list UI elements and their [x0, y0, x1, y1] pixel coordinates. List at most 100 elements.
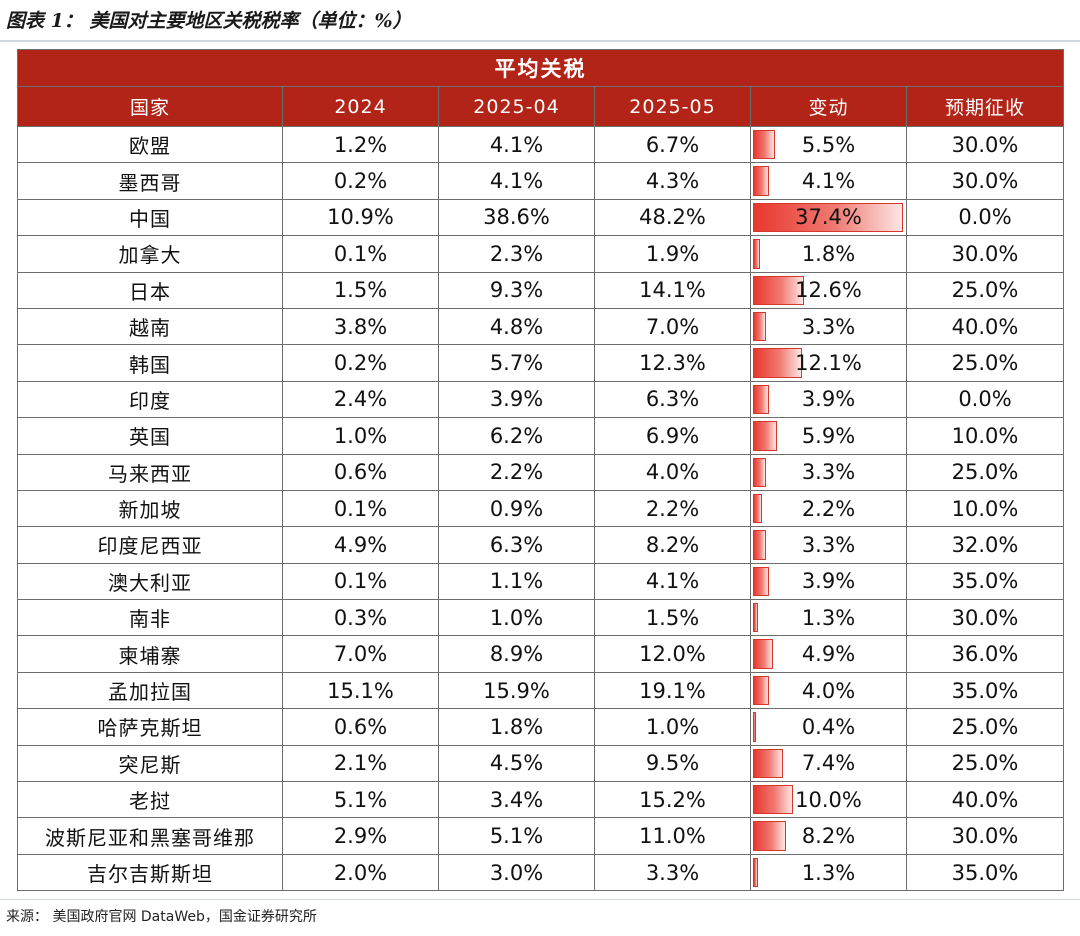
change-bar: [753, 493, 762, 524]
change-value: 3.9%: [801, 569, 856, 594]
change-bar: [753, 857, 759, 888]
country-cell: 墨西哥: [17, 162, 283, 200]
change-bar: [753, 675, 770, 706]
change-value: 4.0%: [801, 678, 856, 703]
change-bar: [753, 457, 767, 487]
expected-cell: 32.0%: [906, 526, 1064, 564]
value-2025-04-cell: 2.2%: [438, 453, 595, 491]
value-2025-05-cell: 1.0%: [594, 708, 751, 746]
caption-divider: [0, 40, 1080, 42]
table-row: 越南 3.8% 4.8% 7.0% 3.3% 40.0%: [17, 307, 1064, 346]
value-2025-05-cell: 19.1%: [594, 671, 751, 710]
change-cell: 4.1%: [750, 162, 907, 200]
expected-cell: 30.0%: [906, 817, 1064, 855]
expected-cell: 35.0%: [906, 562, 1064, 601]
expected-cell: 30.0%: [906, 125, 1064, 164]
country-cell: 英国: [17, 417, 283, 455]
change-bar: [753, 239, 761, 269]
expected-cell: 10.0%: [906, 489, 1064, 528]
value-2025-05-cell: 11.0%: [594, 817, 751, 855]
value-2025-04-cell: 38.6%: [438, 198, 595, 237]
change-cell: 5.9%: [750, 417, 907, 455]
table-row: 欧盟 1.2% 4.1% 6.7% 5.5% 30.0%: [17, 125, 1064, 164]
value-2024-cell: 1.5%: [282, 271, 439, 309]
value-2025-05-cell: 1.5%: [594, 599, 751, 637]
value-2025-04-cell: 1.8%: [438, 708, 595, 746]
value-2025-05-cell: 7.0%: [594, 307, 751, 346]
change-value: 7.4%: [801, 751, 856, 776]
expected-cell: 30.0%: [906, 162, 1064, 200]
change-cell: 3.9%: [750, 380, 907, 419]
change-cell: 5.5%: [750, 125, 907, 164]
change-value: 4.1%: [801, 169, 856, 194]
value-2024-cell: 0.1%: [282, 489, 439, 528]
change-bar: [753, 785, 794, 815]
value-2024-cell: 2.9%: [282, 817, 439, 855]
value-2025-04-cell: 2.3%: [438, 235, 595, 273]
value-2024-cell: 7.0%: [282, 635, 439, 673]
change-value: 12.1%: [795, 351, 862, 376]
value-2025-05-cell: 4.3%: [594, 162, 751, 200]
change-bar: [753, 275, 804, 305]
value-2024-cell: 0.1%: [282, 235, 439, 273]
country-cell: 澳大利亚: [17, 562, 283, 601]
change-bar: [753, 311, 767, 342]
country-cell: 加拿大: [17, 235, 283, 273]
value-2024-cell: 2.4%: [282, 380, 439, 419]
value-2024-cell: 3.8%: [282, 307, 439, 346]
country-cell: 中国: [17, 198, 283, 237]
change-value: 1.3%: [801, 860, 856, 885]
value-2024-cell: 10.9%: [282, 198, 439, 237]
table-row: 印度尼西亚 4.9% 6.3% 8.2% 3.3% 32.0%: [17, 526, 1064, 564]
value-2024-cell: 2.0%: [282, 853, 439, 892]
change-bar: [753, 348, 802, 378]
value-2025-04-cell: 3.4%: [438, 781, 595, 819]
change-value: 3.9%: [801, 387, 856, 412]
change-value: 8.2%: [801, 824, 856, 849]
value-2025-05-cell: 12.3%: [594, 344, 751, 382]
value-2025-04-cell: 4.5%: [438, 744, 595, 783]
change-value: 3.3%: [801, 532, 856, 557]
change-cell: 1.3%: [750, 853, 907, 892]
value-2024-cell: 0.6%: [282, 453, 439, 491]
value-2025-05-cell: 12.0%: [594, 635, 751, 673]
value-2025-05-cell: 6.7%: [594, 125, 751, 164]
change-cell: 12.6%: [750, 271, 907, 309]
value-2024-cell: 5.1%: [282, 781, 439, 819]
value-2024-cell: 2.1%: [282, 744, 439, 783]
value-2025-04-cell: 8.9%: [438, 635, 595, 673]
country-cell: 老挝: [17, 781, 283, 819]
table-row: 英国 1.0% 6.2% 6.9% 5.9% 10.0%: [17, 417, 1064, 455]
value-2025-04-cell: 6.3%: [438, 526, 595, 564]
header-country: 国家: [17, 86, 283, 127]
table-row: 印度 2.4% 3.9% 6.3% 3.9% 0.0%: [17, 380, 1064, 419]
value-2025-04-cell: 15.9%: [438, 671, 595, 710]
country-cell: 韩国: [17, 344, 283, 382]
expected-cell: 36.0%: [906, 635, 1064, 673]
table-row: 哈萨克斯坦 0.6% 1.8% 1.0% 0.4% 25.0%: [17, 708, 1064, 746]
expected-cell: 30.0%: [906, 599, 1064, 637]
expected-cell: 25.0%: [906, 708, 1064, 746]
change-cell: 12.1%: [750, 344, 907, 382]
change-value: 1.8%: [801, 241, 856, 266]
value-2025-04-cell: 4.8%: [438, 307, 595, 346]
value-2025-05-cell: 4.1%: [594, 562, 751, 601]
value-2025-05-cell: 48.2%: [594, 198, 751, 237]
country-cell: 越南: [17, 307, 283, 346]
header-expected: 预期征收: [906, 86, 1064, 127]
value-2025-05-cell: 4.0%: [594, 453, 751, 491]
table-row: 柬埔寨 7.0% 8.9% 12.0% 4.9% 36.0%: [17, 635, 1064, 673]
country-cell: 南非: [17, 599, 283, 637]
value-2025-04-cell: 3.9%: [438, 380, 595, 419]
expected-cell: 25.0%: [906, 271, 1064, 309]
change-value: 3.3%: [801, 314, 856, 339]
table-row: 中国 10.9% 38.6% 48.2% 37.4% 0.0%: [17, 198, 1064, 237]
change-cell: 1.3%: [750, 599, 907, 637]
change-bar: [753, 566, 769, 597]
value-2025-05-cell: 15.2%: [594, 781, 751, 819]
change-cell: 10.0%: [750, 781, 907, 819]
header-2024: 2024: [282, 86, 439, 127]
expected-cell: 0.0%: [906, 380, 1064, 419]
change-bar: [753, 384, 769, 415]
value-2025-05-cell: 14.1%: [594, 271, 751, 309]
